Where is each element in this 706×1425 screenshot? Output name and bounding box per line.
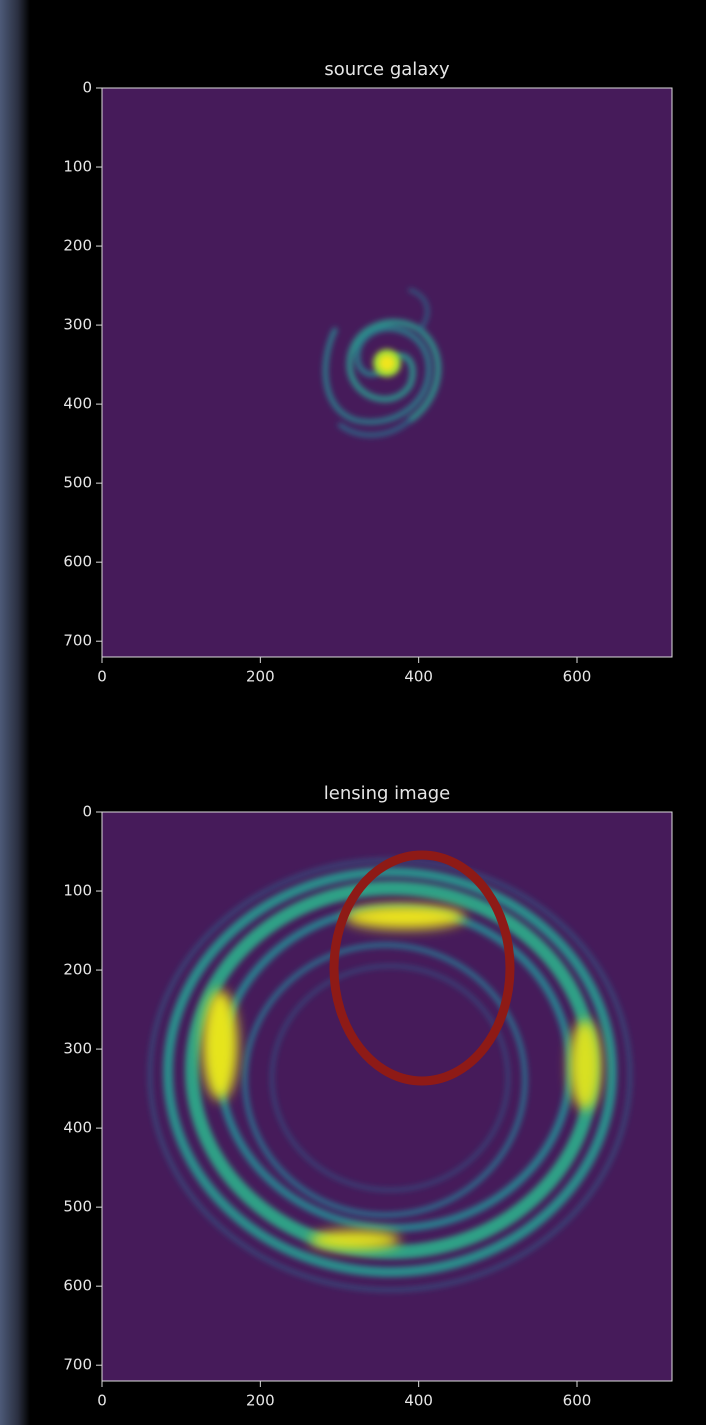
y-tick-label: 600: [63, 553, 92, 571]
y-tick-label: 500: [63, 1198, 92, 1216]
chart-title: lensing image: [324, 783, 450, 804]
y-tick-label: 200: [63, 961, 92, 979]
y-tick-label: 500: [63, 474, 92, 492]
y-tick-label: 400: [63, 395, 92, 413]
y-tick-label: 600: [63, 1277, 92, 1295]
galaxy-image: [323, 288, 442, 437]
y-tick-label: 200: [63, 237, 92, 255]
lensing-image: [148, 850, 632, 1292]
x-tick-label: 600: [563, 668, 592, 686]
x-tick-label: 400: [404, 668, 433, 686]
axes-frame: [101, 87, 673, 658]
y-tick-label: 100: [63, 158, 92, 176]
x-tick-label: 0: [97, 1392, 107, 1410]
y-tick-label: 400: [63, 1119, 92, 1137]
x-tick-label: 0: [97, 668, 107, 686]
y-tick-label: 300: [63, 316, 92, 334]
x-tick-label: 600: [563, 1392, 592, 1410]
chart-title: source galaxy: [324, 59, 450, 80]
y-tick-label: 0: [82, 803, 92, 821]
y-tick-label: 700: [63, 632, 92, 650]
y-tick-label: 300: [63, 1040, 92, 1058]
y-tick-label: 0: [82, 79, 92, 97]
y-tick-label: 100: [63, 882, 92, 900]
x-tick-label: 400: [404, 1392, 433, 1410]
x-tick-label: 200: [246, 1392, 275, 1410]
y-tick-label: 700: [63, 1356, 92, 1374]
x-tick-label: 200: [246, 668, 275, 686]
axes-frame: [101, 811, 673, 1382]
